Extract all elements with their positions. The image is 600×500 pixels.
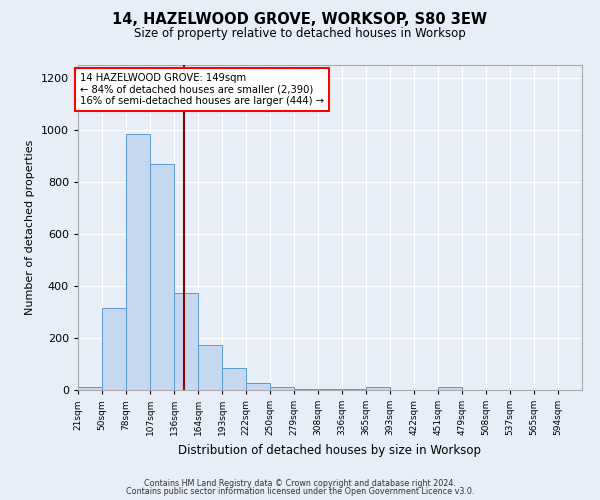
- Y-axis label: Number of detached properties: Number of detached properties: [25, 140, 35, 315]
- Bar: [174, 292, 198, 390]
- Bar: [150, 164, 174, 390]
- Bar: [222, 368, 246, 390]
- Bar: [438, 388, 462, 390]
- X-axis label: Distribution of detached houses by size in Worksop: Distribution of detached houses by size …: [179, 444, 482, 456]
- Bar: [246, 382, 270, 390]
- Text: 14 HAZELWOOD GROVE: 149sqm
← 84% of detached houses are smaller (2,390)
16% of s: 14 HAZELWOOD GROVE: 149sqm ← 84% of deta…: [80, 73, 323, 106]
- Text: Contains HM Land Registry data © Crown copyright and database right 2024.: Contains HM Land Registry data © Crown c…: [144, 478, 456, 488]
- Bar: [342, 388, 366, 390]
- Bar: [270, 388, 294, 390]
- Bar: [198, 344, 222, 390]
- Text: Size of property relative to detached houses in Worksop: Size of property relative to detached ho…: [134, 28, 466, 40]
- Bar: [294, 388, 318, 390]
- Text: Contains public sector information licensed under the Open Government Licence v3: Contains public sector information licen…: [126, 487, 474, 496]
- Bar: [78, 388, 102, 390]
- Text: 14, HAZELWOOD GROVE, WORKSOP, S80 3EW: 14, HAZELWOOD GROVE, WORKSOP, S80 3EW: [113, 12, 487, 28]
- Bar: [366, 388, 390, 390]
- Bar: [102, 308, 126, 390]
- Bar: [318, 388, 342, 390]
- Bar: [126, 134, 150, 390]
